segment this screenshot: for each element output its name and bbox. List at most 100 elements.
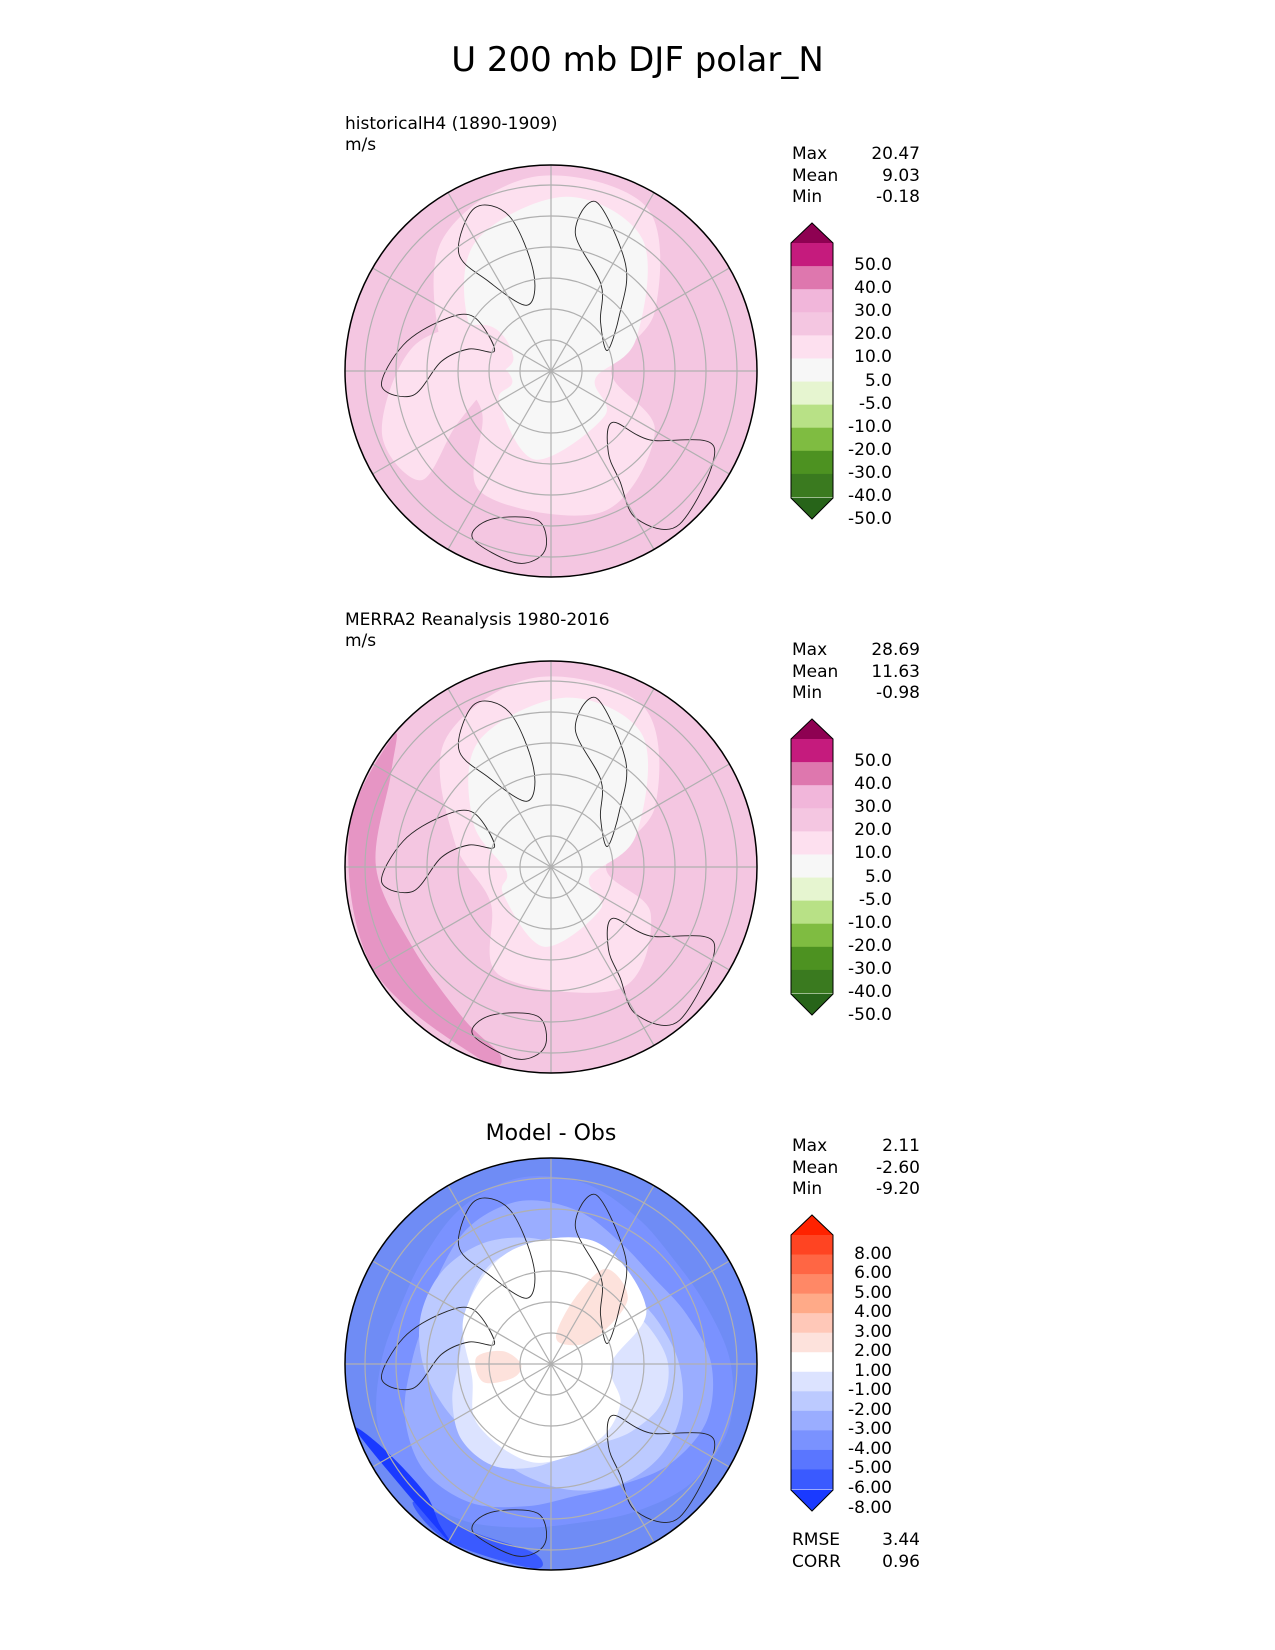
stat-label: Min [792,683,823,703]
colorbar-tick-label: 40.0 [854,774,892,795]
colorbar-swatch [791,762,833,786]
panel-model-polar-map [344,164,758,578]
colorbar-swatch [791,900,833,925]
map-boundary [344,1157,758,1571]
panel-diff-metrics: RMSE 3.44 CORR 0.96 [792,1530,920,1573]
colorbar-tick-label: -20.0 [848,439,892,460]
panel-model-stats: Max 20.47 Mean 9.03 Min -0.18 [792,144,920,209]
coastline [471,1012,547,1060]
coastline [457,700,536,802]
stat-value: 2.11 [882,1136,920,1156]
colorbar-swatch [791,404,833,429]
colorbar-tick-label: 10.0 [854,347,892,368]
coastline [381,1306,496,1391]
colorbar-swatch [791,923,833,948]
colorbar-swatch [791,877,833,902]
colorbar-extend-min [791,498,833,519]
colorbar-swatch [791,473,833,498]
colorbar-tick-label: -8.00 [848,1497,892,1518]
panel-obs-title: MERRA2 Reanalysis 1980-2016 m/s [345,610,610,652]
colorbar-extend-max [791,719,833,739]
colorbar-tick-label: 3.00 [854,1321,892,1342]
metric-label: RMSE [792,1530,841,1550]
panel-model-units: m/s [345,135,377,155]
colorbar-swatch [791,739,833,763]
colorbar-swatch [791,785,833,809]
colorbar-swatch [791,358,833,383]
colorbar-swatch [791,1449,833,1470]
stat-label: Max [792,640,828,660]
stat-label: Min [792,1179,823,1199]
colorbar-tick-label: -5.0 [858,393,892,414]
colorbar-tick-label: -50.0 [848,509,892,530]
colorbar-tick-label: 1.00 [854,1360,892,1381]
colorbar-swatch [791,335,833,359]
colorbar-tick-label: -3.00 [848,1419,892,1440]
colorbar-tick-label: 10.0 [854,843,892,864]
colorbar-swatch [791,1352,833,1373]
colorbar-swatch [791,427,833,452]
stat-row: Mean 9.03 [792,166,920,188]
stat-row: Max 2.11 [792,1136,920,1158]
colorbar-tick-label: -4.00 [848,1438,892,1459]
coastline [574,696,628,847]
stat-row: Mean -2.60 [792,1158,920,1180]
coastline [381,313,496,398]
contour-region [381,324,514,481]
contour-region [348,733,502,1067]
colorbar-swatch [791,1371,833,1392]
colorbar-extend-max [791,1215,833,1235]
stat-label: Min [792,187,823,207]
contour-region [468,697,649,947]
colorbar-extend-min [791,994,833,1015]
map-boundary [344,164,758,578]
coastline [574,200,628,351]
stat-label: Mean [792,165,839,186]
stat-row: Min -0.18 [792,187,920,209]
colorbar-tick-label: -30.0 [848,462,892,483]
metric-label: CORR [792,1551,841,1572]
colorbar-swatch [791,1469,833,1490]
colorbar-swatch [791,1332,833,1353]
stat-label: Max [792,144,828,164]
colorbar-swatch [791,312,833,336]
coastline [606,421,716,530]
colorbar-extend-min [791,1490,833,1511]
stat-value: -0.98 [876,683,920,703]
stat-row: Max 20.47 [792,144,920,166]
coastline [471,516,547,564]
colorbar-swatch [791,450,833,475]
stat-value: -2.60 [876,1157,920,1178]
colorbar-tick-label: 5.0 [864,866,892,887]
metric-row: RMSE 3.44 [792,1530,920,1552]
stat-value: 28.69 [871,640,920,660]
colorbar-swatch [791,381,833,406]
colorbar-tick-label: 40.0 [854,278,892,299]
colorbar-outline [790,1214,834,1512]
coastline [606,1414,716,1523]
panel-obs-colorbar [790,718,834,1016]
stat-row: Min -0.98 [792,683,920,705]
colorbar-tick-label: -10.0 [848,416,892,437]
metric-value: 3.44 [882,1530,920,1550]
stat-label: Mean [792,661,839,682]
colorbar-swatch [791,266,833,290]
panel-obs-polar-map [344,660,758,1074]
colorbar-tick-label: -40.0 [848,982,892,1002]
panel-diff-title: Model - Obs [485,1121,617,1146]
colorbar-outline [790,222,834,520]
colorbar-swatch [791,808,833,832]
colorbar-tick-label: 5.00 [854,1282,892,1303]
contour-region [475,1350,522,1384]
stat-label: Max [792,1136,828,1156]
stat-value: 20.47 [871,144,920,164]
coastline [457,204,536,306]
colorbar-tick-label: 8.00 [854,1243,892,1264]
stat-value: 9.03 [882,165,920,186]
colorbar-tick-label: 30.0 [854,797,892,818]
stat-row: Mean 11.63 [792,662,920,684]
panel-model-colorbar [790,222,834,520]
coastline [381,809,496,894]
coastline [574,1193,628,1344]
stat-value: 11.63 [871,661,920,682]
